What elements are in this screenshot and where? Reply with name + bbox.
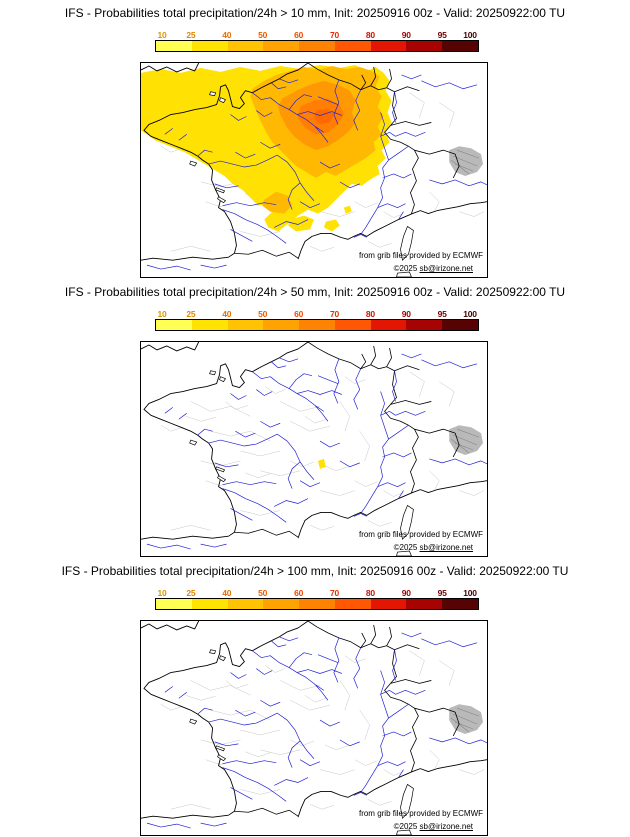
scale-tick-50: 50 — [258, 30, 268, 40]
attribution-provider: from grib files provided by ECMWF — [358, 809, 483, 818]
scale-color-bar — [155, 598, 479, 610]
scale-segment — [406, 41, 443, 51]
scale-tick-10: 10 — [157, 588, 167, 598]
scale-tick-60: 60 — [294, 588, 304, 598]
scale-segment — [191, 320, 228, 330]
scale-tick-25: 25 — [186, 30, 196, 40]
scale-tick-80: 80 — [365, 309, 375, 319]
scale-segment — [334, 599, 371, 609]
scale-tick-95: 95 — [437, 30, 447, 40]
scale-segment — [406, 599, 443, 609]
scale-segment — [334, 320, 371, 330]
map-title-10mm: IFS - Probabilities total precipitation/… — [64, 6, 566, 20]
scale-segment — [263, 599, 300, 609]
scale-color-bar — [155, 319, 479, 331]
scale-segment — [191, 599, 228, 609]
scale-tick-40: 40 — [222, 588, 232, 598]
attribution-provider: from grib files provided by ECMWF — [358, 251, 483, 260]
scale-tick-80: 80 — [365, 30, 375, 40]
scale-tick-100: 100 — [463, 309, 477, 319]
attribution-provider: from grib files provided by ECMWF — [358, 530, 483, 539]
scale-tick-90: 90 — [401, 30, 411, 40]
scale-segment — [191, 41, 228, 51]
scale-tick-100: 100 — [463, 588, 477, 598]
scale-tick-40: 40 — [222, 309, 232, 319]
panel-precip-gt-50mm: IFS - Probabilities total precipitation/… — [0, 285, 630, 558]
scale-segment — [227, 599, 264, 609]
scale-tick-60: 60 — [294, 30, 304, 40]
scale-tick-labels: 10 25 40 50 60 70 80 90 95 100 — [155, 309, 479, 319]
scale-segment — [156, 320, 192, 330]
scale-tick-70: 70 — [329, 309, 340, 319]
panel-precip-gt-10mm: IFS - Probabilities total precipitation/… — [0, 6, 630, 279]
scale-tick-60: 60 — [294, 309, 304, 319]
attribution-copyright: ©2025 sb@irizone.net — [394, 822, 473, 831]
scale-tick-labels: 10 25 40 50 60 70 80 90 95 100 — [155, 30, 479, 40]
scale-tick-95: 95 — [437, 309, 447, 319]
scale-tick-100: 100 — [463, 30, 477, 40]
scale-tick-25: 25 — [186, 309, 196, 319]
scale-tick-40: 40 — [222, 30, 232, 40]
panel-precip-gt-100mm: IFS - Probabilities total precipitation/… — [0, 564, 630, 837]
attribution-link[interactable]: sb@irizone.net — [419, 264, 473, 273]
map-canvas-10mm — [141, 63, 487, 277]
scale-segment — [442, 320, 479, 330]
scale-segment — [334, 41, 371, 51]
scale-tick-70: 70 — [329, 30, 340, 40]
map-10mm: from grib files provided by ECMWF ©2025 … — [140, 62, 488, 278]
scale-tick-labels: 10 25 40 50 60 70 80 90 95 100 — [155, 588, 479, 598]
scale-tick-10: 10 — [157, 309, 167, 319]
color-scale-10mm: 10 25 40 50 60 70 80 90 95 100 — [155, 30, 479, 54]
scale-segment — [299, 41, 335, 51]
scale-tick-90: 90 — [401, 309, 411, 319]
attribution-copyright: ©2025 sb@irizone.net — [394, 543, 473, 552]
scale-segment — [406, 320, 443, 330]
scale-tick-80: 80 — [365, 588, 375, 598]
scale-segment — [263, 41, 300, 51]
scale-tick-50: 50 — [258, 588, 268, 598]
attribution-link[interactable]: sb@irizone.net — [419, 543, 473, 552]
scale-segment — [156, 599, 192, 609]
scale-segment — [263, 320, 300, 330]
scale-segment — [442, 599, 479, 609]
scale-tick-90: 90 — [401, 588, 411, 598]
scale-segment — [227, 320, 264, 330]
scale-tick-25: 25 — [186, 588, 196, 598]
copyright-year: ©2025 — [393, 822, 420, 831]
scale-segment — [370, 41, 407, 51]
scale-tick-95: 95 — [437, 588, 447, 598]
map-canvas-100mm — [141, 621, 487, 835]
scale-tick-50: 50 — [258, 309, 268, 319]
scale-tick-70: 70 — [329, 588, 340, 598]
scale-tick-10: 10 — [157, 30, 167, 40]
scale-segment — [442, 41, 479, 51]
scale-segment — [370, 320, 407, 330]
color-scale-100mm: 10 25 40 50 60 70 80 90 95 100 — [155, 588, 479, 612]
scale-segment — [156, 41, 192, 51]
color-scale-50mm: 10 25 40 50 60 70 80 90 95 100 — [155, 309, 479, 333]
attribution-link[interactable]: sb@irizone.net — [419, 822, 473, 831]
copyright-year: ©2025 — [393, 543, 420, 552]
scale-segment — [370, 599, 407, 609]
scale-segment — [299, 320, 335, 330]
map-canvas-50mm — [141, 342, 487, 556]
attribution-copyright: ©2025 sb@irizone.net — [394, 264, 473, 273]
scale-color-bar — [155, 40, 479, 52]
copyright-year: ©2025 — [393, 264, 420, 273]
scale-segment — [227, 41, 264, 51]
scale-segment — [299, 599, 335, 609]
map-title-50mm: IFS - Probabilities total precipitation/… — [64, 285, 566, 299]
map-50mm: from grib files provided by ECMWF ©2025 … — [140, 341, 488, 557]
map-title-100mm: IFS - Probabilities total precipitation/… — [61, 564, 569, 578]
map-100mm: from grib files provided by ECMWF ©2025 … — [140, 620, 488, 836]
